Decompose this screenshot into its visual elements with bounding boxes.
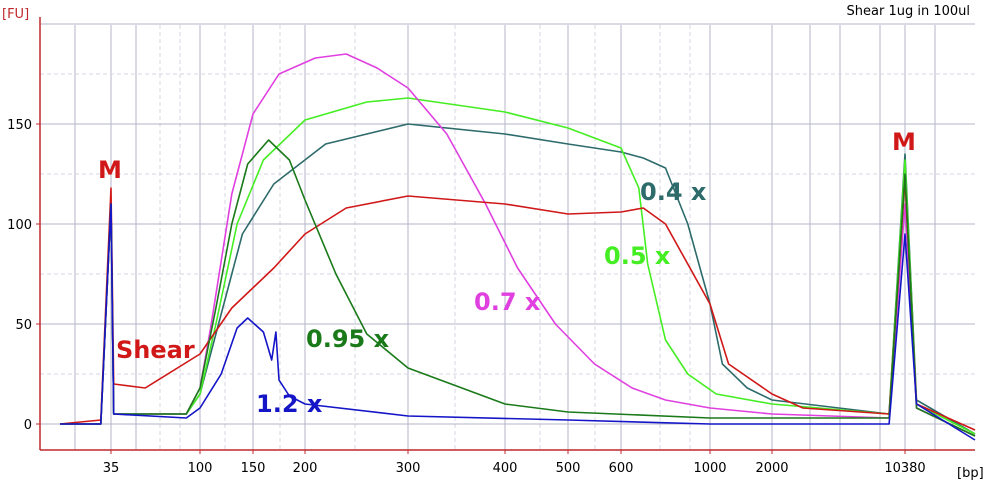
series-line-shear bbox=[59, 179, 976, 431]
series-lines bbox=[59, 53, 976, 441]
series-label-0-7-x: 0.7 x bbox=[474, 288, 541, 316]
series-label-1-2-x: 1.2 x bbox=[256, 390, 323, 418]
x-tick-label: 10380 bbox=[884, 461, 925, 476]
plot-area bbox=[40, 25, 975, 450]
x-tick-label: 400 bbox=[493, 461, 518, 476]
x-tick-label: 500 bbox=[556, 461, 581, 476]
chart-title: Shear 1ug in 100ul bbox=[847, 4, 970, 19]
series-line-1-2-x bbox=[60, 203, 976, 441]
series-label-0-5-x: 0.5 x bbox=[604, 242, 671, 270]
x-tick-label: 35 bbox=[103, 461, 120, 476]
series-label-shear: Shear bbox=[116, 336, 195, 364]
x-axis-unit-label: [bp] bbox=[957, 466, 984, 481]
x-tick-label: 2000 bbox=[755, 461, 788, 476]
y-tick-label: 150 bbox=[7, 118, 32, 133]
y-axis-unit-label: [FU] bbox=[2, 7, 29, 22]
series-label-0-95-x: 0.95 x bbox=[306, 325, 390, 353]
x-tick-label: 200 bbox=[293, 461, 318, 476]
series-line-0-95-x bbox=[60, 139, 976, 437]
x-tick-label: 300 bbox=[396, 461, 421, 476]
x-tick-label: 600 bbox=[609, 461, 634, 476]
y-tick-label: 50 bbox=[15, 318, 32, 333]
marker-label: M bbox=[98, 156, 122, 184]
annotations: M M Shear 1.2 x 0.95 x 0.7 x 0.5 x 0.4 x bbox=[98, 128, 916, 418]
y-tick-label: 100 bbox=[7, 218, 32, 233]
grid bbox=[40, 23, 975, 450]
x-tick-label: 1000 bbox=[693, 461, 726, 476]
axes: 0 50 100 150 35 100 150 200 300 400 500 600 1000 2000… bbox=[7, 17, 975, 476]
series-label-0-4-x: 0.4 x bbox=[640, 178, 707, 206]
y-tick-label: 0 bbox=[24, 418, 32, 433]
marker-label: M bbox=[892, 128, 916, 156]
x-tick-label: 100 bbox=[188, 461, 213, 476]
x-tick-label: 150 bbox=[241, 461, 266, 476]
